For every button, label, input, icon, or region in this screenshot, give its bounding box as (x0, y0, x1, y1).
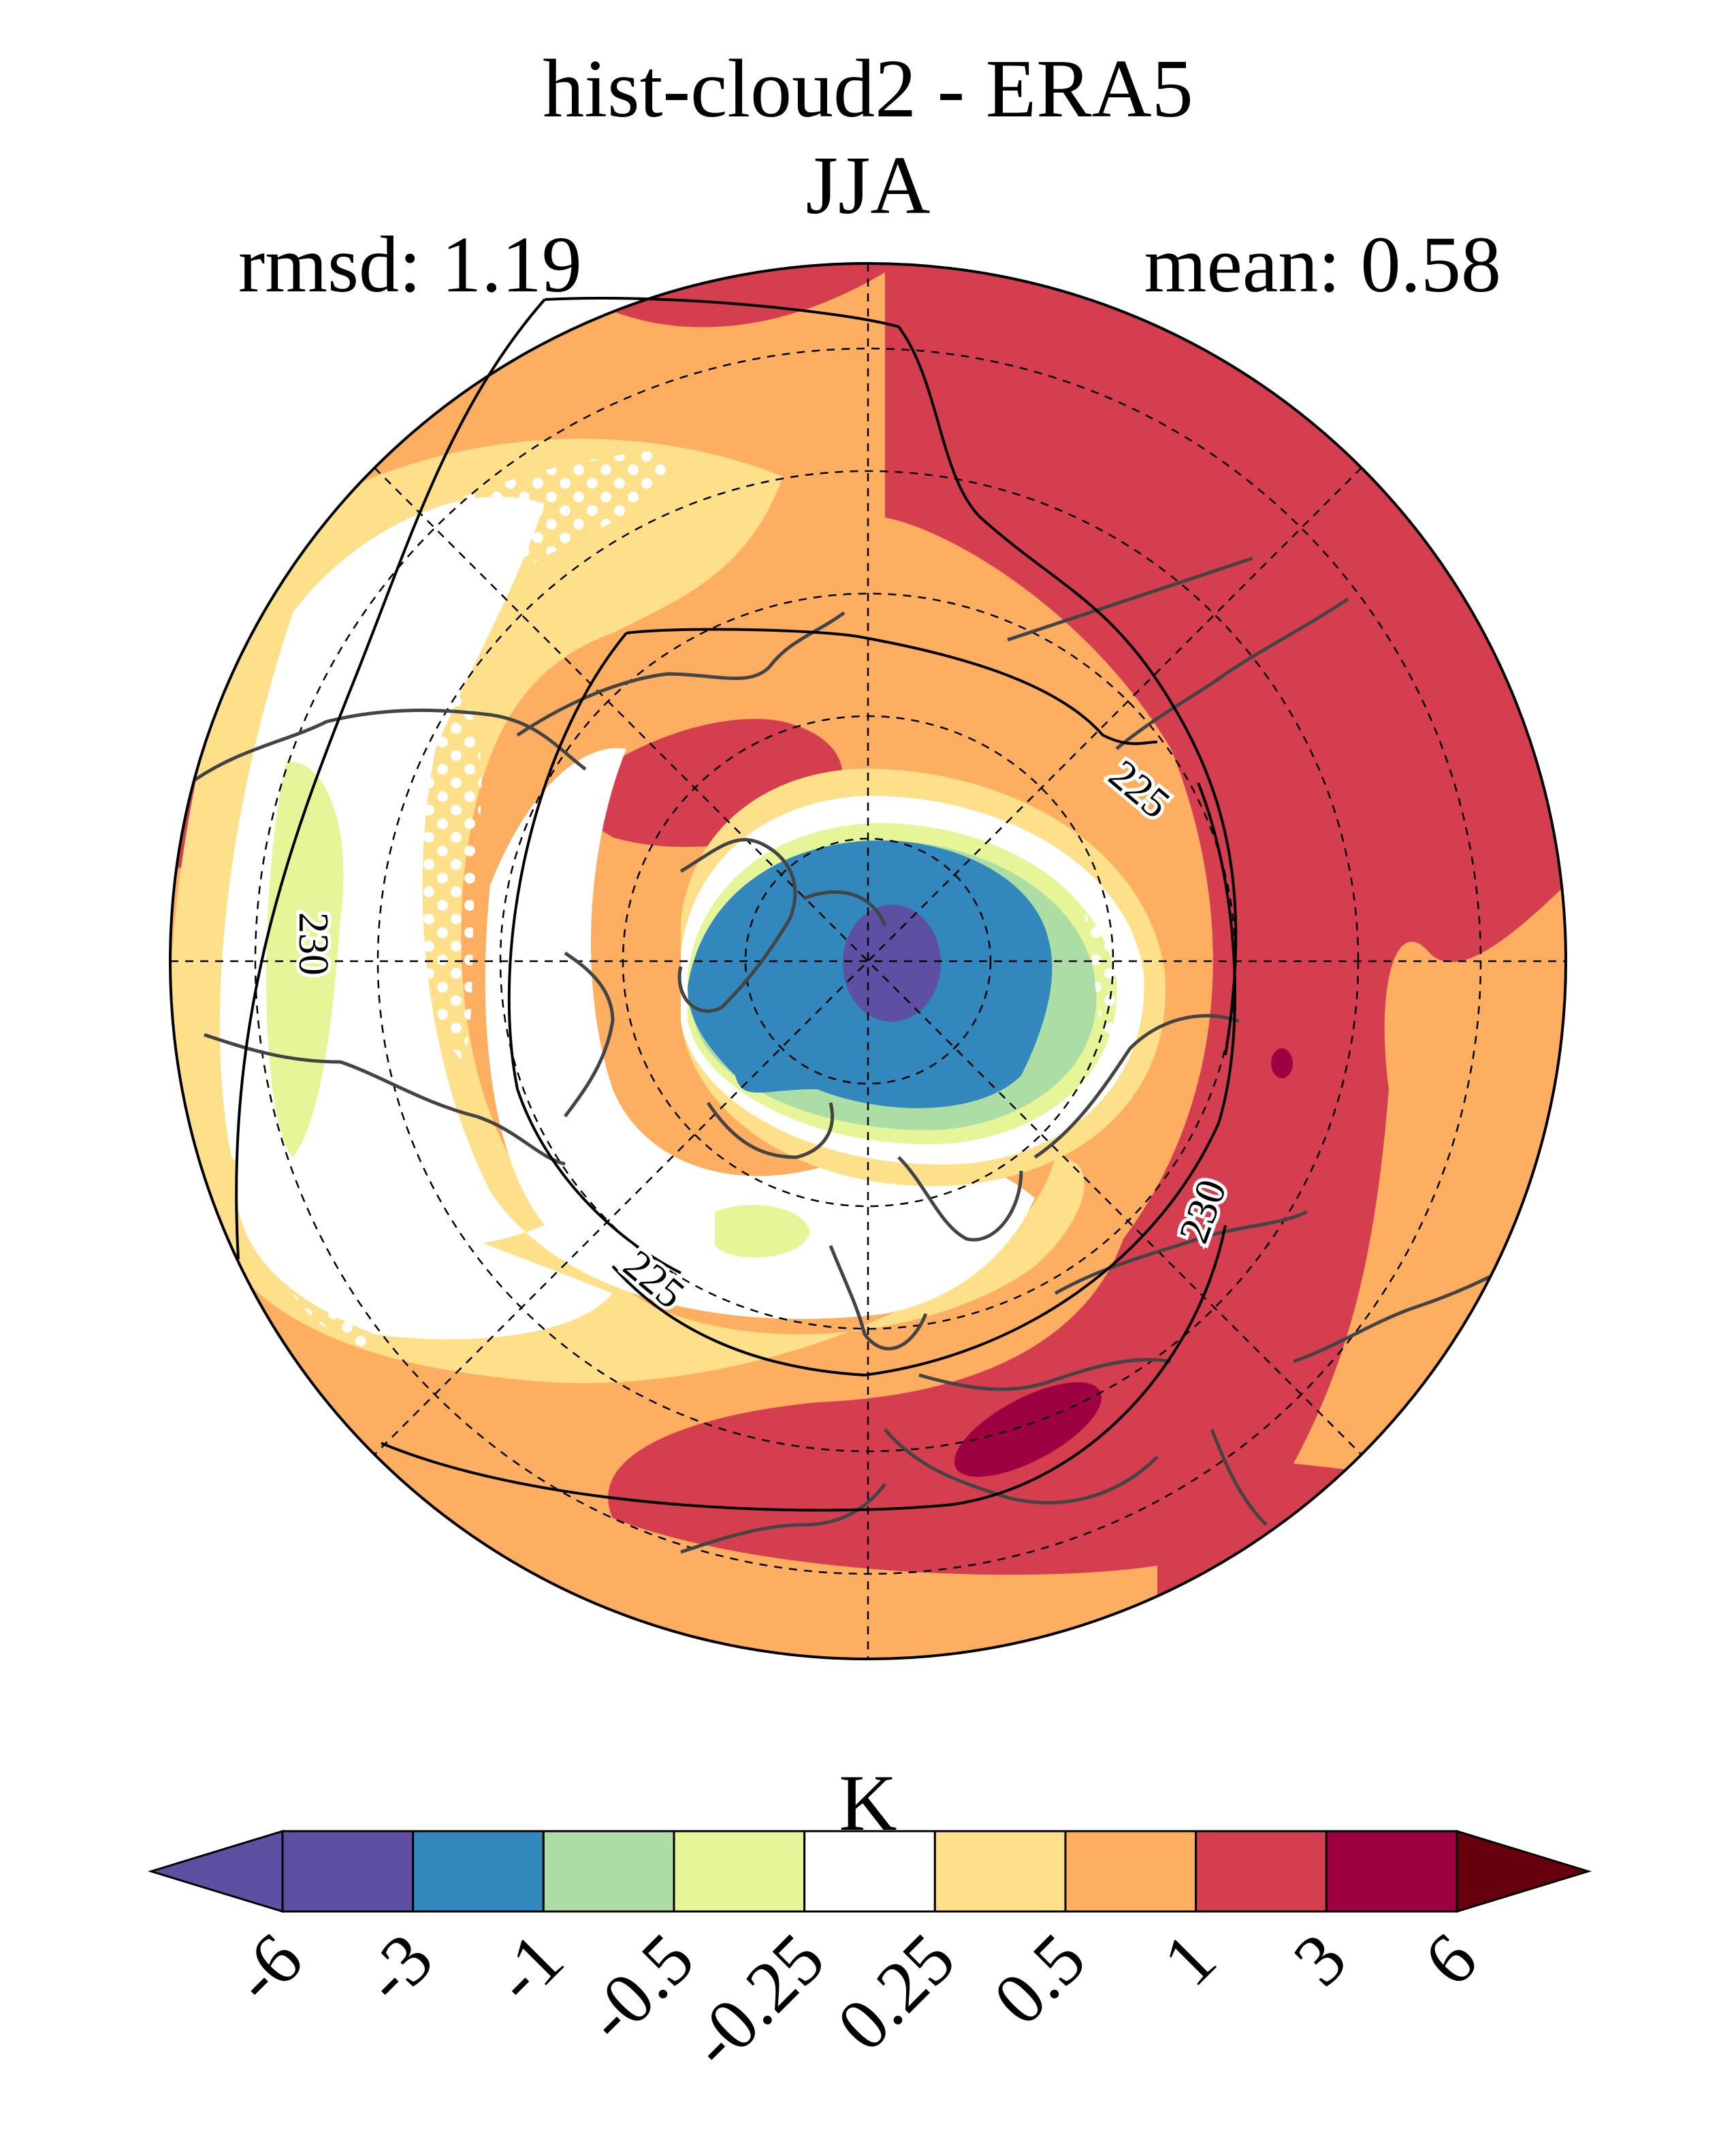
colorbar-box (803, 1830, 936, 1913)
colorbar-tick-label: 3 (1279, 1918, 1362, 2001)
polar-stereographic-map: 225 225 230 230 (169, 262, 1567, 1660)
colorbar-ticks: -6 -3 -1-0.5-0.250.25 0.5 1 3 6 (217, 1918, 1492, 2084)
contour-230-inner (611, 782, 1236, 1376)
contour-225-inner (507, 628, 1158, 1274)
colorbar-boxes (147, 1829, 1592, 1914)
colorbar-box (673, 1830, 806, 1913)
colorbar-tick-label: 0.5 (978, 1918, 1101, 2041)
colorbar-tick-label: -3 (348, 1918, 449, 2019)
colorbar-tick-label: 6 (1409, 1918, 1492, 2001)
coastlines (189, 556, 1513, 1554)
contour-outer-north (544, 297, 1238, 1056)
colorbar-extend-low (147, 1829, 284, 1914)
stipple-ring-east (1069, 858, 1134, 1062)
colorbar-box (412, 1830, 545, 1913)
colorbar-box (1195, 1830, 1328, 1913)
coldest-core (843, 905, 941, 1022)
colorbar-box (281, 1830, 415, 1913)
strong-warm-region-east (1271, 1048, 1293, 1078)
colorbar-box (542, 1830, 675, 1913)
stipple-southwest (259, 1191, 370, 1348)
mean-stat: mean: 0.58 (1144, 220, 1501, 309)
strong-warm-region-mediterranean (954, 1382, 1102, 1477)
contour-outer-west (235, 298, 546, 1260)
colorbar-tick-label: -6 (217, 1918, 318, 2019)
colorbar-box (1064, 1830, 1197, 1913)
colorbar-tick-label: -0.25 (674, 1918, 839, 2084)
rmsd-stat: rmsd: 1.19 (238, 220, 582, 309)
plot-title: hist-cloud2 - ERA5 (543, 43, 1193, 135)
stipple-northwest (306, 449, 669, 681)
colorbar-tick-label: -1 (479, 1918, 579, 2019)
colorbar-tick-label: 1 (1148, 1918, 1231, 2001)
colorbar-box (933, 1830, 1067, 1913)
contour-label-230-west: 230 (290, 912, 336, 975)
contour-outer-south (381, 1225, 1227, 1512)
map-boundary (169, 262, 1567, 1660)
climatology-contours (235, 297, 1238, 1512)
stipple-west (417, 679, 482, 1062)
colorbar-extend-high (1456, 1829, 1592, 1914)
colorbar-box (1325, 1830, 1458, 1913)
colorbar-tick-label: 0.25 (822, 1918, 971, 2067)
plot-subtitle: JJA (805, 140, 931, 231)
colorbar-units: K (839, 1758, 897, 1847)
slight-cool-region-south (715, 1205, 810, 1258)
warm-region-east (531, 263, 1566, 1659)
